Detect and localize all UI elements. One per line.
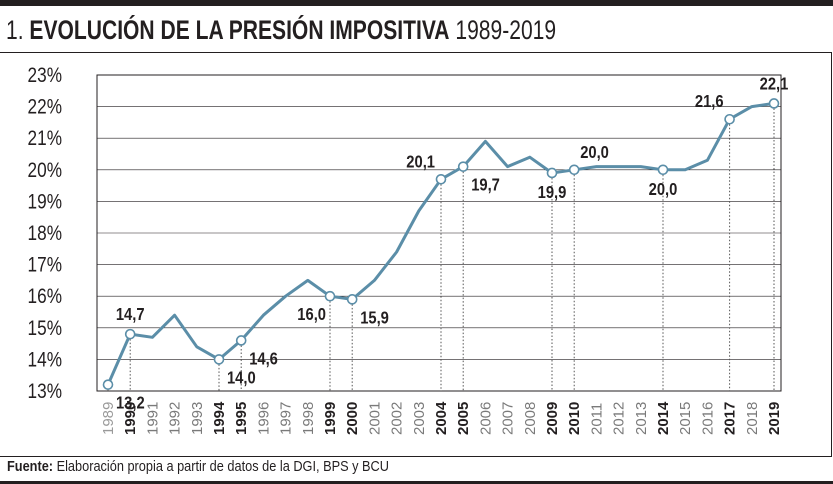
- x-tick-label: 2013: [633, 402, 650, 435]
- data-marker: [213, 354, 225, 365]
- marker-layer: [102, 98, 780, 390]
- y-tick-label: 20%: [28, 159, 62, 182]
- y-tick-label: 23%: [28, 65, 62, 88]
- y-tick-label: 13%: [28, 381, 62, 404]
- data-label: 22,1: [760, 74, 789, 94]
- x-tick-label: 2005: [455, 402, 472, 435]
- x-tick-label: 2002: [389, 402, 406, 435]
- source-text: Elaboración propia a partir de datos de …: [56, 458, 389, 475]
- data-marker: [124, 328, 136, 340]
- line-chart: 13% 14% 15% 16% 17% 18% 19% 20% 21% 22% 23% 1989 199…: [28, 65, 789, 435]
- data-label: 14,6: [249, 349, 278, 369]
- data-label: 20,1: [406, 152, 435, 172]
- y-tick-label: 18%: [28, 223, 62, 246]
- data-label: 19,9: [538, 183, 567, 203]
- x-tick-label: 2018: [744, 402, 761, 435]
- y-tick-label: 15%: [28, 317, 62, 340]
- source-note: Fuente: Elaboración propia a partir de d…: [7, 457, 389, 477]
- label-layer: 13,2 14,7 14,014,6 16,0 15,9 20,1 19,7 19,9 20,0…: [116, 74, 788, 413]
- x-tick-label: 2004: [433, 401, 450, 435]
- data-label: 20,0: [580, 142, 609, 162]
- y-tick-label: 17%: [28, 254, 62, 277]
- x-tick-label: 2009: [544, 402, 561, 435]
- data-label: 21,6: [695, 92, 724, 112]
- x-tick-label: 1999: [322, 402, 339, 435]
- bottom-rule: [0, 481, 833, 484]
- data-marker: [435, 173, 447, 185]
- x-tick-label: 1994: [211, 401, 228, 435]
- x-tick-label: 2016: [699, 402, 716, 435]
- x-tick-label: 1995: [233, 402, 250, 435]
- data-marker: [457, 161, 469, 172]
- data-marker: [102, 379, 114, 390]
- x-tick-label: 1998: [300, 402, 317, 435]
- x-tick-label: 2015: [677, 402, 694, 435]
- x-tick-label: 2014: [655, 401, 672, 435]
- title-main: EVOLUCIÓN DE LA PRESIÓN IMPOSITIVA: [29, 15, 450, 45]
- data-label: 14,7: [116, 305, 145, 325]
- data-label: 19,7: [471, 175, 500, 195]
- x-tick-label: 2012: [611, 402, 628, 435]
- data-marker: [546, 167, 558, 179]
- y-tick-label: 16%: [28, 286, 62, 309]
- data-marker: [346, 294, 358, 305]
- x-tick-label: 2003: [411, 402, 428, 435]
- x-tick-label: 2010: [566, 402, 583, 435]
- x-tick-label: 2008: [522, 402, 539, 435]
- data-label: 20,0: [649, 179, 678, 199]
- data-marker: [324, 290, 336, 302]
- y-tick-label: 19%: [28, 191, 62, 214]
- x-tick-label: 1991: [144, 402, 161, 435]
- chart-frame: [0, 52, 832, 457]
- x-tick-label: 1993: [189, 402, 206, 435]
- title-number: 1.: [6, 15, 24, 45]
- x-tick-label: 1996: [255, 402, 272, 435]
- title-years: 1989-2019: [455, 15, 557, 45]
- y-tick-label: 21%: [28, 128, 62, 151]
- x-tick-label: 1989: [100, 402, 117, 435]
- source-label: Fuente:: [7, 458, 54, 475]
- data-marker: [768, 98, 780, 109]
- x-tick-label: 2000: [344, 402, 361, 435]
- data-label: 13,2: [116, 393, 145, 413]
- grid-layer: [96, 74, 782, 392]
- x-tick-label: 2019: [766, 402, 783, 435]
- data-marker: [724, 113, 735, 125]
- x-tick-label: 2011: [588, 403, 605, 435]
- y-tick-label: 14%: [28, 349, 62, 372]
- data-label: 15,9: [360, 308, 389, 328]
- data-label: 14,0: [227, 368, 256, 388]
- chart-title: 1. EVOLUCIÓN DE LA PRESIÓN IMPOSITIVA 19…: [6, 14, 556, 46]
- x-tick-label: 1997: [278, 402, 295, 435]
- data-label: 16,0: [297, 305, 326, 325]
- x-tick-label: 1992: [167, 402, 184, 435]
- axis-layer: 13% 14% 15% 16% 17% 18% 19% 20% 21% 22% 23% 1989 199…: [28, 65, 783, 435]
- x-tick-label: 1990: [122, 402, 139, 435]
- data-marker: [568, 164, 580, 176]
- x-tick-label: 2017: [722, 402, 739, 435]
- x-tick-label: 2007: [500, 402, 517, 435]
- data-marker: [657, 164, 669, 176]
- x-tick-label: 2001: [366, 402, 383, 435]
- y-tick-label: 22%: [28, 96, 62, 119]
- data-marker: [235, 335, 247, 346]
- top-rule: [0, 0, 833, 6]
- x-tick-label: 2006: [477, 402, 494, 435]
